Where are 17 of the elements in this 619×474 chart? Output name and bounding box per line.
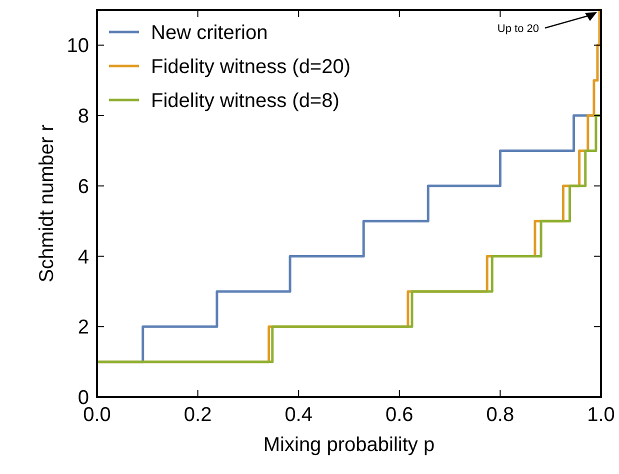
y-tick-label: 8 xyxy=(78,106,89,128)
y-axis-title: Schmidt number r xyxy=(36,124,58,282)
x-tick-label: 0.2 xyxy=(184,404,212,426)
legend-label: New criterion xyxy=(151,22,268,44)
y-tick-label: 4 xyxy=(78,246,89,268)
annotation: Up to 20 xyxy=(497,23,539,35)
y-tick-label: 10 xyxy=(66,35,89,58)
y-tick-label: 2 xyxy=(78,316,89,339)
y-tick-label: 6 xyxy=(78,176,89,198)
x-axis-title: Mixing probability p xyxy=(263,434,435,456)
x-tick-label: 0.4 xyxy=(284,404,313,426)
x-tick-label: 0.0 xyxy=(83,404,111,426)
legend-label: Fidelity witness (d=20) xyxy=(151,56,351,78)
legend-label: Fidelity witness (d=8) xyxy=(151,90,340,112)
x-tick-label: 1.0 xyxy=(587,404,615,426)
x-tick-label: 0.8 xyxy=(486,404,514,426)
x-tick-label: 0.6 xyxy=(385,404,414,426)
